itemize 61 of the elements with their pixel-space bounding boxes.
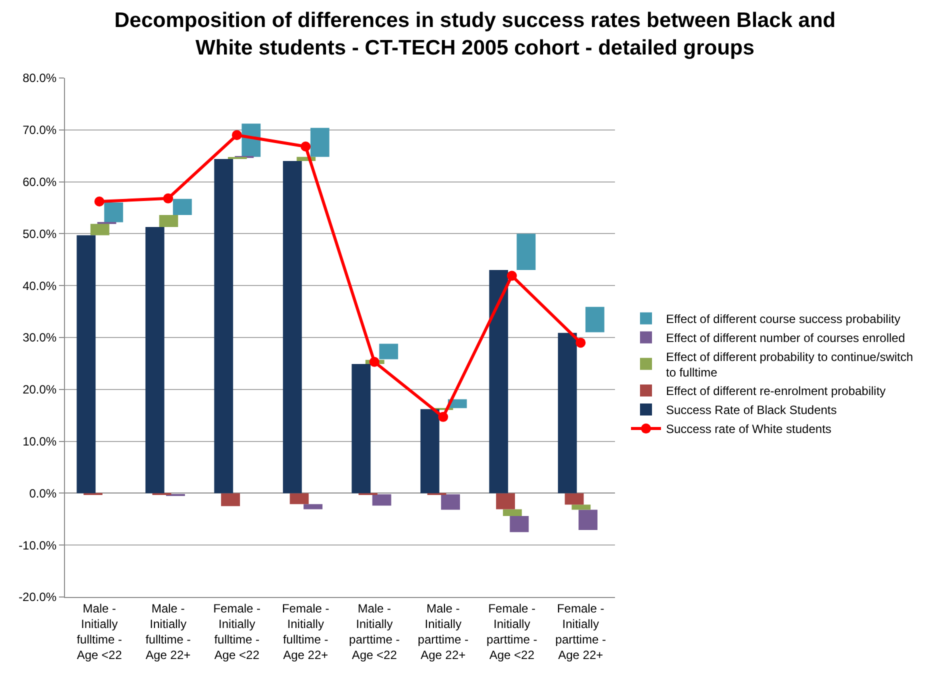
bar (172, 198, 192, 216)
bar (221, 493, 240, 506)
y-tick-label: 60.0% (22, 175, 57, 189)
legend-label: Success Rate of Black Students (666, 403, 837, 418)
y-tick-label: 0.0% (29, 486, 57, 500)
bar (564, 493, 584, 505)
bar (496, 493, 515, 510)
bar (372, 494, 392, 506)
bar (290, 493, 309, 504)
bar (572, 504, 591, 510)
y-tick-label: 50.0% (22, 226, 57, 241)
y-tick-label: 70.0% (22, 123, 57, 138)
bar (502, 509, 522, 516)
bar (304, 504, 322, 510)
legend-label: Effect of different number of courses enrolled (666, 331, 906, 346)
bar (489, 270, 508, 494)
point (369, 356, 380, 367)
point (163, 193, 174, 204)
x-tick-label: Male - Initially fulltime - Age <22 (76, 601, 122, 662)
y-tick-label: 80.0% (22, 71, 57, 86)
point (506, 270, 517, 281)
bar (441, 494, 460, 510)
bar (510, 516, 529, 532)
y-tick-label: 20.0% (22, 382, 57, 397)
bar (159, 215, 178, 227)
y-tick-label: 10.0% (22, 434, 57, 448)
legend-label: Effect of different re-enrolment probability (666, 384, 886, 398)
bar (76, 235, 96, 494)
point (438, 412, 448, 422)
bar (282, 161, 302, 494)
bar (420, 409, 440, 494)
y-tick-label: 30.0% (22, 330, 57, 345)
x-tick-label: Female - Initially fulltime - Age <22 (213, 601, 261, 662)
x-tick-label: Female - Initially fulltime - Age 22+ (282, 601, 330, 662)
bar (145, 226, 164, 494)
bar (578, 510, 598, 530)
y-tick-label: -20.0% (18, 590, 57, 604)
y-tick-label: -10.0% (18, 538, 57, 552)
bar (310, 128, 330, 157)
x-tick-label: Female - Initially parttime - Age <22 (486, 601, 538, 662)
x-tick-label: Female - Initially parttime - Age 22+ (555, 601, 606, 662)
point (94, 196, 104, 207)
bar (516, 234, 536, 270)
bar (585, 306, 604, 332)
point (576, 338, 586, 348)
y-tick-label: 40.0% (22, 278, 57, 293)
x-tick-label: Male - Initially fulltime - Age 22+ (145, 601, 191, 662)
chart-title: Decomposition of differences in study success rates between Black and White students - CT-TECH 2005 cohort - detailed groups (114, 9, 836, 60)
bar (558, 332, 577, 494)
point (232, 130, 242, 140)
x-tick-label: Male - Initially parttime - Age <22 (349, 601, 400, 662)
bar (214, 158, 234, 494)
legend-label: Success rate of White students (666, 422, 832, 436)
bar (352, 364, 371, 494)
legend-label: Effect of different course success probability (666, 312, 900, 326)
bar (379, 344, 398, 360)
bar (90, 224, 110, 236)
legend-label: Effect of different probability to continue/switch to fulltime (666, 350, 914, 380)
x-tick-label: Male - Initially parttime - Age 22+ (418, 601, 468, 662)
point (300, 142, 311, 152)
bar (104, 202, 124, 222)
